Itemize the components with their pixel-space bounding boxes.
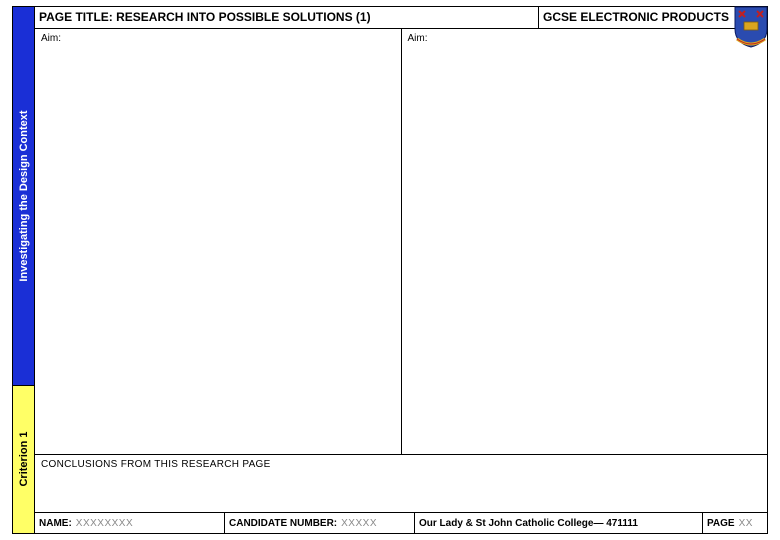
footer-candidate-cell: CANDIDATE NUMBER: XXXXX (225, 513, 415, 533)
sidebar: Investigating the Design Context Criteri… (13, 7, 35, 533)
aim-right-label: Aim: (408, 33, 428, 44)
worksheet-page: Investigating the Design Context Criteri… (12, 6, 768, 534)
content-row: Aim: Aim: (35, 29, 767, 455)
footer-page-cell: PAGE XX (703, 513, 767, 533)
main-area: PAGE TITLE: RESEARCH INTO POSSIBLE SOLUT… (35, 7, 767, 533)
page-label: PAGE (707, 518, 735, 529)
aim-right-panel: Aim: (401, 29, 768, 454)
footer-name-cell: NAME: XXXXXXXX (35, 513, 225, 533)
school-text: Our Lady & St John Catholic College— 471… (419, 518, 638, 529)
name-label: NAME: (39, 518, 72, 529)
candidate-label: CANDIDATE NUMBER: (229, 518, 337, 529)
sidebar-context-label: Investigating the Design Context (18, 110, 30, 281)
sidebar-context-strip: Investigating the Design Context (13, 7, 34, 386)
sidebar-criterion-label: Criterion 1 (18, 432, 30, 487)
sidebar-criterion-strip: Criterion 1 (13, 386, 34, 533)
page-title: PAGE TITLE: RESEARCH INTO POSSIBLE SOLUT… (35, 7, 539, 28)
name-value: XXXXXXXX (76, 518, 133, 529)
footer-school-cell: Our Lady & St John Catholic College— 471… (415, 513, 703, 533)
aim-left-label: Aim: (41, 33, 61, 44)
conclusions-panel: CONCLUSIONS FROM THIS RESEARCH PAGE (35, 455, 767, 513)
candidate-value: XXXXX (341, 518, 377, 529)
footer-row: NAME: XXXXXXXX CANDIDATE NUMBER: XXXXX O… (35, 513, 767, 533)
aim-left-panel: Aim: (35, 29, 401, 454)
page-value: XX (739, 518, 753, 529)
school-crest-icon (733, 5, 769, 49)
conclusions-heading: CONCLUSIONS FROM THIS RESEARCH PAGE (41, 459, 271, 470)
header-row: PAGE TITLE: RESEARCH INTO POSSIBLE SOLUT… (35, 7, 767, 29)
